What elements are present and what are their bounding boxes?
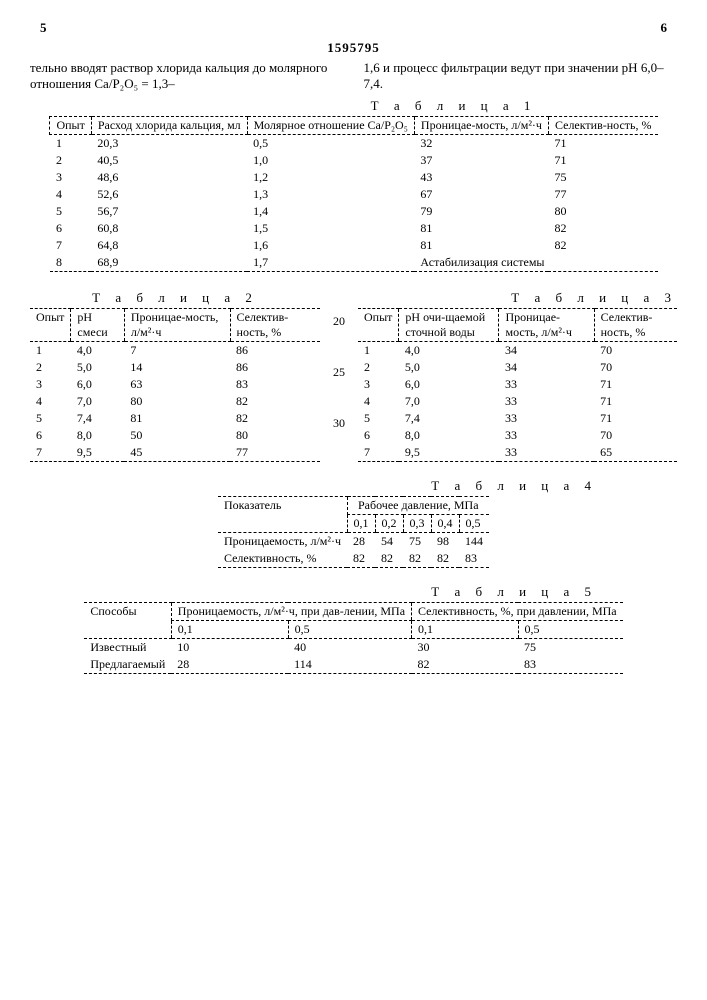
table-row: 14,0786 <box>30 342 320 360</box>
table-row: Предлагаемый281148283 <box>84 656 622 674</box>
table-row: 68,05080 <box>30 427 320 444</box>
table4: Показатель Рабочее давление, МПа 0,10,20… <box>218 496 489 570</box>
document-number: 1595795 <box>30 40 677 56</box>
table-row: Проницаемость, л/м²·ч28547598144 <box>218 533 489 551</box>
table-row: 348,61,24375 <box>50 169 658 186</box>
table-row: 25,01486 <box>30 359 320 376</box>
t2-h1: pH смеси <box>71 309 124 342</box>
table3: Опыт pH очи-щаемой сточной воды Проницае… <box>358 308 677 464</box>
t4-rowlabel: Показатель <box>218 497 347 533</box>
table-row: 240,51,03771 <box>50 152 658 169</box>
table-row: 57,48182 <box>30 410 320 427</box>
table-row: 47,08082 <box>30 393 320 410</box>
table-row: 79,54577 <box>30 444 320 462</box>
table4-title: Т а б л и ц а 4 <box>30 478 677 494</box>
intro-text-left: тельно вводят раствор хлорида кальция до… <box>30 60 344 92</box>
table-row: 120,30,53271 <box>50 135 658 153</box>
table-row: 868,91,7Астабилизация системы <box>50 254 658 272</box>
t3-h3: Селектив-ность, % <box>594 309 677 342</box>
table5: Способы Проницаемость, л/м²·ч, при дав-л… <box>84 602 622 676</box>
table-row: 79,53365 <box>358 444 677 462</box>
t3-h1: pH очи-щаемой сточной воды <box>399 309 499 342</box>
table-row: 47,03371 <box>358 393 677 410</box>
t4-grouplabel: Рабочее давление, МПа <box>347 497 489 515</box>
table-row: 57,43371 <box>358 410 677 427</box>
table1-title: Т а б л и ц а 1 <box>30 98 677 114</box>
t3-h0: Опыт <box>358 309 399 342</box>
table-row: 660,81,58182 <box>50 220 658 237</box>
t5-g2: Селективность, %, при давлении, МПа <box>412 603 623 621</box>
table-row: 556,71,47980 <box>50 203 658 220</box>
table2-title: Т а б л и ц а 2 <box>30 290 320 306</box>
table-row: 452,61,36777 <box>50 186 658 203</box>
t5-rowlabel: Способы <box>84 603 171 639</box>
line-numbers: 20 25 30 <box>330 284 348 431</box>
table1: Опыт Расход хлорида кальция, мл Молярное… <box>49 116 657 274</box>
t2-h2: Проницае-мость, л/м²·ч <box>124 309 230 342</box>
table5-title: Т а б л и ц а 5 <box>30 584 677 600</box>
t2-h0: Опыт <box>30 309 71 342</box>
table-row: 25,03470 <box>358 359 677 376</box>
t1-h0: Опыт <box>50 117 91 135</box>
table-row: 14,03470 <box>358 342 677 360</box>
table3-title: Т а б л и ц а 3 <box>358 290 677 306</box>
table-row: 36,06383 <box>30 376 320 393</box>
t1-h2: Молярное отношение Ca/P₂O₅ <box>247 117 414 135</box>
table-row: 764,81,68182 <box>50 237 658 254</box>
t1-h4: Селектив-ность, % <box>548 117 657 135</box>
t1-h3: Проницае-мость, л/м²·ч <box>414 117 548 135</box>
table-row: Селективность, %8282828283 <box>218 550 489 568</box>
col-num-left: 5 <box>40 20 47 36</box>
col-num-right: 6 <box>661 20 668 36</box>
t3-h2: Проницае-мость, л/м²·ч <box>499 309 594 342</box>
table-row: 36,03371 <box>358 376 677 393</box>
t5-g1: Проницаемость, л/м²·ч, при дав-лении, МП… <box>171 603 411 621</box>
table2: Опыт pH смеси Проницае-мость, л/м²·ч Сел… <box>30 308 320 464</box>
intro-text-right: 1,6 и процесс фильтрации ведут при значе… <box>364 60 678 92</box>
table-row: 68,03370 <box>358 427 677 444</box>
table-row: Известный10403075 <box>84 639 622 657</box>
t1-h1: Расход хлорида кальция, мл <box>91 117 247 135</box>
t2-h3: Селектив-ность, % <box>230 309 320 342</box>
